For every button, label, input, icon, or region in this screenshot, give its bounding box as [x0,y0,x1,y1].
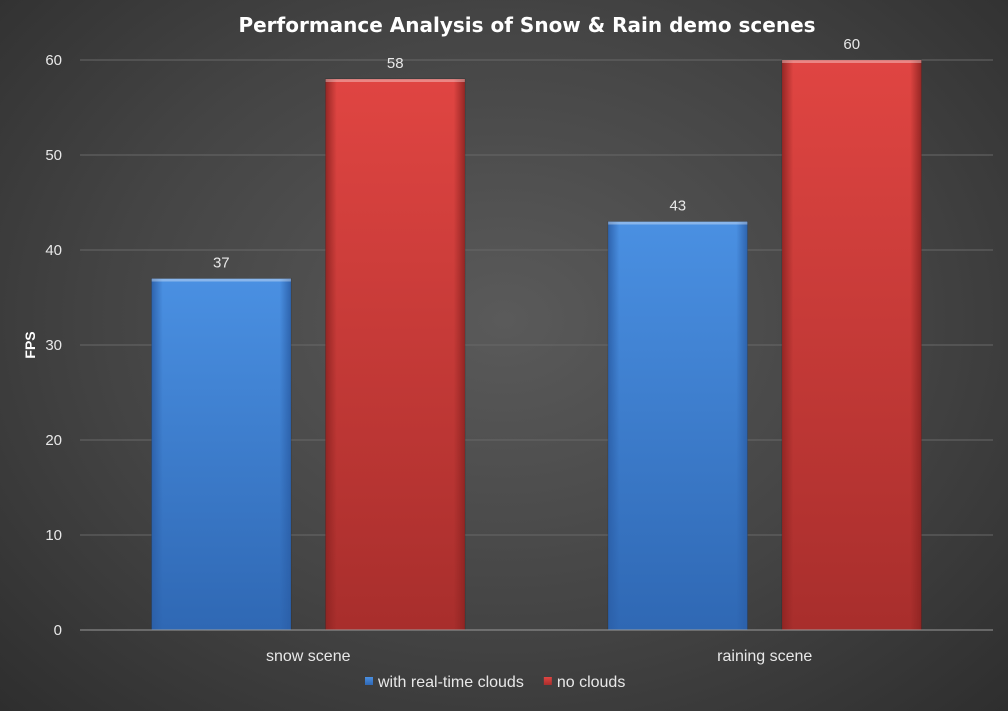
legend-label: no clouds [557,674,626,691]
bars [151,59,922,631]
chart-title: Performance Analysis of Snow & Rain demo… [238,13,815,37]
legend-label: with real-time clouds [377,674,524,691]
bar-top-highlight [151,278,291,282]
bar-edge-shade [782,60,922,630]
y-tick-label: 0 [54,622,62,639]
legend-item: no clouds [543,674,626,691]
legend-swatch [543,677,552,685]
x-category-label: snow scene [266,648,351,665]
bar-edge-shade [151,278,291,630]
y-axis-ticks: 0 10 20 30 40 50 60 [45,52,62,639]
bar-top-highlight [325,79,465,82]
data-labels: 37 58 43 60 [213,36,860,272]
x-axis-categories: snow scene raining scene [266,648,812,665]
data-label: 58 [387,55,404,72]
y-tick-label: 20 [45,432,62,449]
x-category-label: raining scene [717,648,812,665]
y-tick-label: 10 [45,527,62,544]
bar-edge-shade [608,221,748,630]
y-tick-label: 50 [45,147,62,164]
legend-item: with real-time clouds [365,674,524,691]
bar-edge-shade [325,79,465,630]
y-tick-label: 40 [45,242,62,259]
bar-top-highlight [782,60,922,63]
data-label: 37 [213,255,230,272]
y-axis-label: FPS [22,331,38,358]
data-label: 60 [843,36,860,53]
y-tick-label: 30 [45,337,62,354]
legend-swatch [365,677,373,685]
legend: with real-time clouds no clouds [365,674,625,691]
data-label: 43 [669,198,686,215]
y-tick-label: 60 [45,52,62,69]
bar-top-highlight [608,221,748,225]
